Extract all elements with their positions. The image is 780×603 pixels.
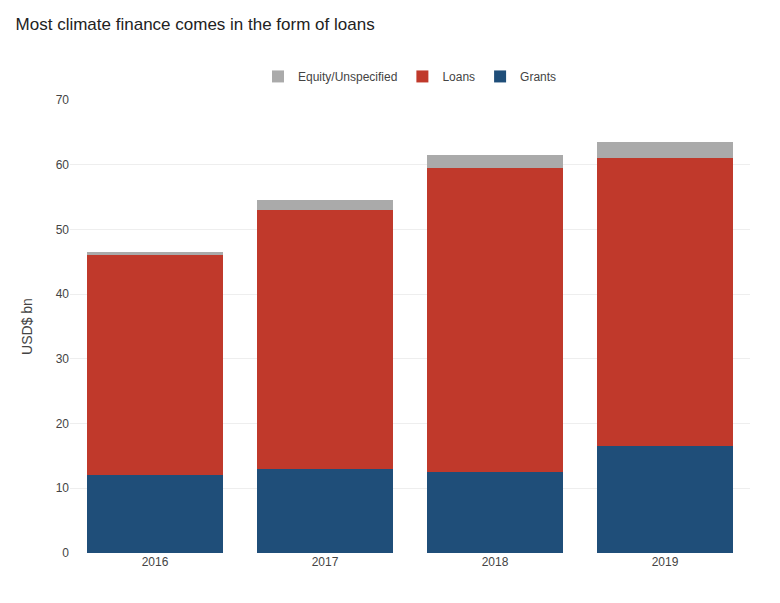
- svg-text:Equity/Unspecified: Equity/Unspecified: [298, 70, 397, 84]
- svg-text:20: 20: [56, 417, 70, 431]
- svg-text:2019: 2019: [652, 555, 679, 569]
- svg-text:60: 60: [56, 158, 70, 172]
- svg-text:2018: 2018: [482, 555, 509, 569]
- svg-text:70: 70: [56, 93, 70, 107]
- svg-text:50: 50: [56, 223, 70, 237]
- svg-text:USD$ bn: USD$ bn: [19, 298, 35, 355]
- svg-text:30: 30: [56, 352, 70, 366]
- svg-text:0: 0: [62, 546, 69, 560]
- svg-text:40: 40: [56, 287, 70, 301]
- svg-text:Most climate finance comes in: Most climate finance comes in the form o…: [16, 15, 375, 34]
- svg-text:2017: 2017: [312, 555, 339, 569]
- svg-text:Grants: Grants: [520, 70, 556, 84]
- svg-text:Loans: Loans: [442, 70, 475, 84]
- svg-text:2016: 2016: [142, 555, 169, 569]
- svg-text:10: 10: [56, 481, 70, 495]
